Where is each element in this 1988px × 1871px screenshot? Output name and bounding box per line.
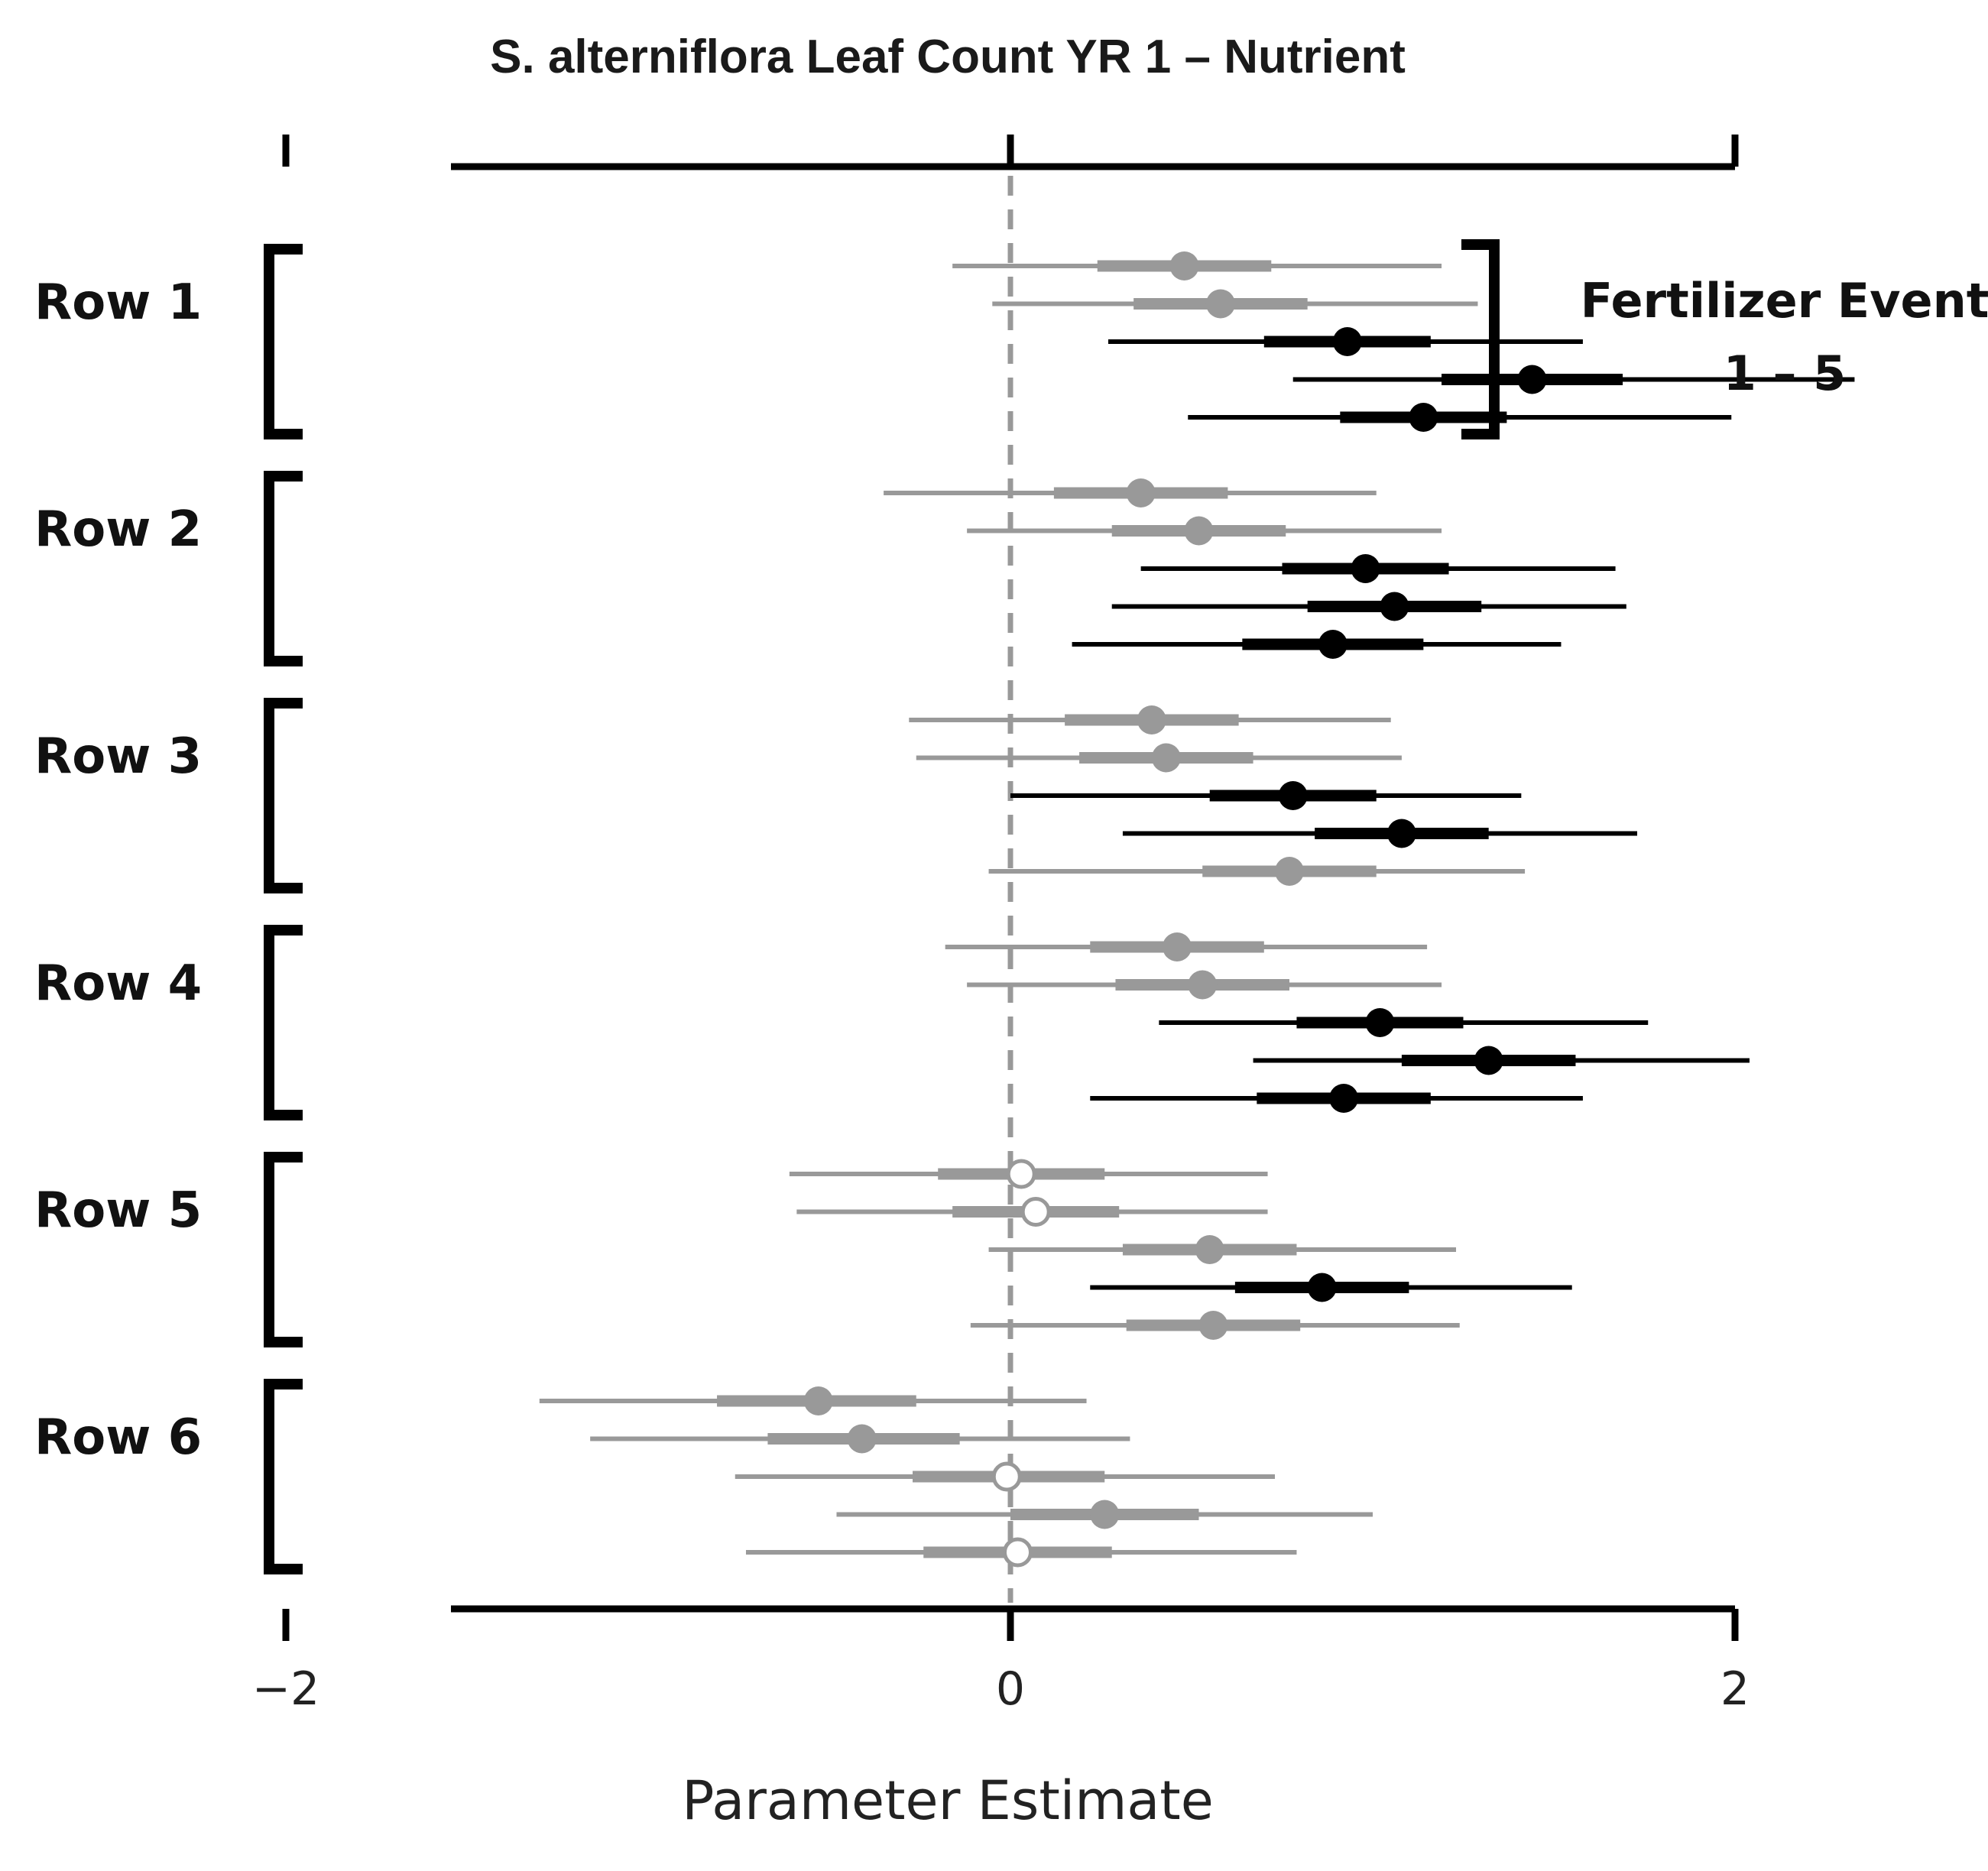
point-estimate — [803, 1386, 833, 1415]
estimate-mark — [1090, 1084, 1583, 1113]
estimate-mark — [884, 478, 1377, 507]
estimate-mark — [988, 1235, 1457, 1264]
estimate-mark — [909, 705, 1391, 734]
estimate-mark — [1111, 592, 1626, 621]
estimate-mark — [745, 1537, 1297, 1568]
point-estimate — [1409, 403, 1438, 432]
point-estimate — [1137, 705, 1166, 734]
point-estimate — [1169, 251, 1199, 280]
estimate-mark — [1072, 630, 1562, 659]
estimate-mark — [1108, 327, 1583, 356]
estimate-mark — [992, 289, 1478, 319]
estimate-mark — [836, 1500, 1373, 1529]
row-bracket — [264, 1379, 303, 1574]
point-estimate — [1274, 857, 1304, 886]
estimate-mark — [1140, 554, 1616, 583]
estimate-marks — [539, 251, 1855, 1568]
point-estimate — [1278, 781, 1308, 810]
point-estimate — [1184, 516, 1214, 546]
estimate-mark — [952, 251, 1442, 280]
fertilizer-event-bracket — [1461, 239, 1500, 439]
point-estimate — [1205, 289, 1235, 319]
x-axis-label: Parameter Estimate — [682, 1769, 1214, 1832]
axes — [282, 135, 1739, 1641]
estimate-mark — [945, 932, 1428, 961]
estimate-mark — [988, 857, 1526, 886]
estimate-mark — [1090, 1273, 1572, 1302]
x-tick-label: 2 — [1720, 1662, 1750, 1716]
estimate-mark — [590, 1424, 1130, 1454]
x-tick-label: −2 — [252, 1662, 319, 1716]
tick-labels: −2024 — [252, 1662, 1750, 1716]
point-estimate — [1380, 592, 1409, 621]
annotation-line-1: Fertilizer Event — [1581, 273, 1988, 329]
point-estimate — [1517, 365, 1547, 394]
estimate-mark — [1253, 1046, 1750, 1075]
point-estimate — [1198, 1311, 1228, 1340]
estimate-mark — [1159, 1008, 1649, 1037]
estimate-mark — [967, 970, 1442, 1000]
row-label: Row 1 — [34, 274, 202, 331]
row-label: Row 2 — [34, 501, 202, 558]
point-estimate — [1195, 1235, 1224, 1264]
point-estimate — [1188, 970, 1218, 1000]
row-bracket — [264, 1152, 303, 1347]
row-label: Row 4 — [34, 955, 202, 1012]
row-labels: Row 1 Row 2 Row 3 Row 4 Row 5 Row 6 — [34, 274, 202, 1466]
chart-title: S. alterniflora Leaf Count YR 1 – Nutrie… — [490, 31, 1406, 83]
row-bracket — [264, 244, 303, 439]
estimate-mark — [1122, 819, 1638, 848]
point-estimate-open — [1006, 1159, 1036, 1189]
row-bracket — [264, 698, 303, 893]
estimate-mark — [916, 743, 1402, 773]
row-brackets — [264, 244, 303, 1574]
point-estimate-open — [991, 1461, 1022, 1492]
x-tick-label: 0 — [996, 1662, 1025, 1716]
estimate-mark — [1292, 365, 1855, 394]
estimate-mark — [796, 1197, 1268, 1227]
point-estimate — [847, 1424, 877, 1454]
point-estimate — [1332, 327, 1362, 356]
point-estimate — [1090, 1500, 1120, 1529]
point-estimate — [1329, 1084, 1359, 1113]
point-estimate — [1318, 630, 1347, 659]
row-label: Row 3 — [34, 728, 202, 785]
point-estimate — [1151, 743, 1181, 773]
point-estimate — [1126, 478, 1156, 507]
row-label: Row 6 — [34, 1409, 202, 1466]
row-bracket — [264, 925, 303, 1120]
point-estimate — [1163, 932, 1192, 961]
point-estimate — [1351, 554, 1380, 583]
annotation-line-2: 1 – 5 — [1724, 345, 1846, 401]
row-label: Row 5 — [34, 1182, 202, 1239]
estimate-mark — [967, 516, 1442, 546]
estimate-mark — [1010, 781, 1522, 810]
point-estimate — [1307, 1273, 1337, 1302]
estimate-mark — [970, 1311, 1460, 1340]
point-estimate-open — [1002, 1537, 1033, 1568]
estimate-mark — [735, 1461, 1276, 1492]
point-estimate — [1365, 1008, 1395, 1037]
estimate-mark — [1188, 403, 1732, 432]
estimate-mark — [539, 1386, 1087, 1415]
estimate-mark — [789, 1159, 1268, 1189]
point-estimate — [1386, 819, 1416, 848]
fertilizer-event-annotation: Fertilizer Event 1 – 5 — [1461, 239, 1988, 439]
point-estimate-open — [1020, 1197, 1051, 1227]
point-estimate — [1474, 1046, 1503, 1075]
row-bracket — [264, 471, 303, 666]
